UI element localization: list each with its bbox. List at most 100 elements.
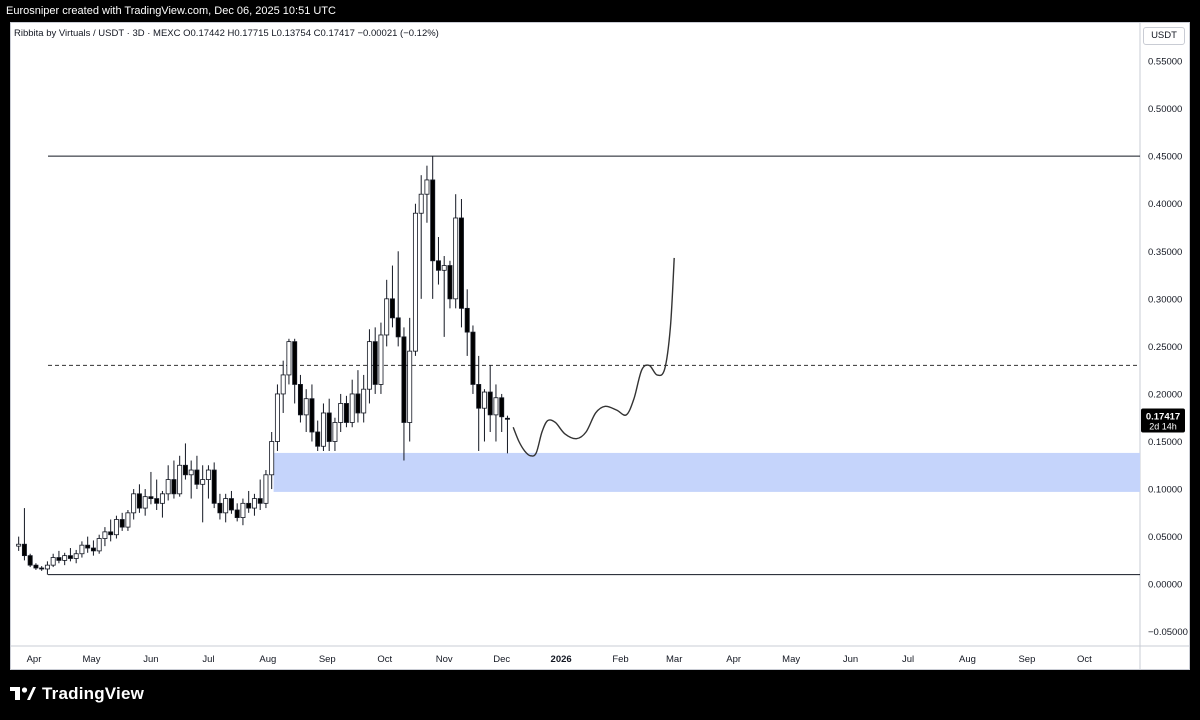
x-tick-label: Oct [1077, 654, 1092, 665]
currency-selector[interactable]: USDT [1143, 27, 1185, 45]
chart-frame[interactable] [10, 22, 1190, 670]
x-tick-label: Jun [143, 654, 158, 665]
candle-down [292, 341, 298, 385]
candle-down [401, 336, 407, 423]
y-tick-label: 0.10000 [1148, 485, 1182, 496]
candle-up [251, 498, 257, 509]
y-tick-label: 0.05000 [1148, 532, 1182, 543]
candle-down [430, 179, 436, 262]
candle-up [96, 538, 102, 552]
candle-up [188, 469, 194, 476]
candle-down [154, 498, 160, 504]
candle-up [303, 398, 309, 416]
candle-up [361, 388, 367, 414]
y-tick-label: 0.35000 [1148, 247, 1182, 258]
x-tick-label: Aug [959, 654, 976, 665]
tradingview-logo[interactable]: TradingView [10, 684, 144, 704]
x-tick-label: Aug [259, 654, 276, 665]
candle-up [332, 422, 338, 442]
projection-path [512, 257, 675, 457]
candle-up [493, 397, 499, 416]
candle-down [171, 479, 177, 495]
candle-up [142, 496, 148, 509]
candle-down [136, 493, 142, 509]
candle-up [159, 493, 165, 504]
candle-up [274, 393, 280, 442]
low-label: L [271, 28, 277, 39]
candle-down [108, 531, 114, 536]
countdown-label: 2d 14h [1149, 422, 1177, 432]
candle-down [33, 564, 39, 569]
candle-up [349, 393, 355, 423]
candle-up [407, 350, 413, 423]
candle-down [389, 298, 395, 319]
candle-up [44, 564, 50, 570]
candle-down [56, 557, 62, 561]
candle-down [326, 412, 332, 442]
x-tick-label: Sep [1018, 654, 1035, 665]
last-price-label: 0.17417 [1146, 412, 1180, 423]
candle-down [182, 464, 188, 476]
x-tick-label: 2026 [551, 654, 572, 665]
header-credit: Eurosniper created with TradingView.com,… [6, 5, 336, 17]
candle-down [67, 555, 73, 559]
candle-down [355, 393, 361, 414]
candle-down [194, 469, 200, 485]
candle-down [447, 265, 453, 300]
candle-down [39, 567, 45, 570]
y-tick-label: −0.05000 [1148, 627, 1188, 638]
candle-down [309, 398, 315, 433]
x-tick-label: Mar [666, 654, 682, 665]
candle-up [131, 493, 137, 514]
candle-down [211, 469, 217, 504]
candle-down [470, 331, 476, 385]
candle-up [62, 555, 68, 561]
candle-down [395, 317, 401, 338]
candle-down [499, 397, 505, 418]
candle-down [85, 544, 91, 549]
candle-down [435, 260, 441, 271]
candle-down [315, 431, 321, 447]
x-tick-label: Jul [902, 654, 914, 665]
x-tick-label: Nov [436, 654, 453, 665]
candle-up [223, 498, 229, 514]
open-value: 0.17442 [190, 28, 225, 39]
candle-up [441, 265, 447, 271]
candle-down [257, 498, 263, 504]
candle-up [79, 544, 85, 555]
candle-down [217, 502, 223, 514]
open-label: O [183, 28, 191, 39]
candle-up [16, 543, 22, 547]
x-tick-label: Sep [319, 654, 336, 665]
candle-down [343, 403, 349, 423]
candle-up [269, 441, 275, 476]
x-tick-label: Oct [377, 654, 392, 665]
candle-up [481, 391, 487, 409]
candle-down [464, 307, 470, 333]
close-label: C [313, 28, 321, 39]
candle-down [21, 543, 27, 557]
high-label: H [227, 28, 235, 39]
candle-down [234, 509, 240, 518]
candle-up [378, 334, 384, 385]
candle-down [148, 496, 154, 499]
symbol-name: Ribbita by Virtuals / USDT · 3D · MEXC [14, 28, 181, 39]
candle-down [27, 555, 33, 566]
candle-up [418, 193, 424, 214]
candle-down [119, 519, 125, 528]
x-tick-label: Jun [843, 654, 858, 665]
y-tick-label: 0.30000 [1148, 294, 1182, 305]
tradingview-logo-text: TradingView [42, 684, 145, 703]
x-tick-label: Apr [27, 654, 42, 665]
candle-up [384, 298, 390, 336]
candle-up [125, 512, 131, 528]
candle-up [205, 469, 211, 480]
low-value: 0.13754 [276, 28, 311, 39]
change-value: −0.00021 (−0.12%) [357, 28, 439, 39]
candle-up [320, 412, 326, 447]
y-tick-label: 0.40000 [1148, 199, 1182, 210]
candle-up [102, 531, 108, 539]
candle-down [504, 417, 510, 420]
close-value: 0.17417 [320, 28, 355, 39]
